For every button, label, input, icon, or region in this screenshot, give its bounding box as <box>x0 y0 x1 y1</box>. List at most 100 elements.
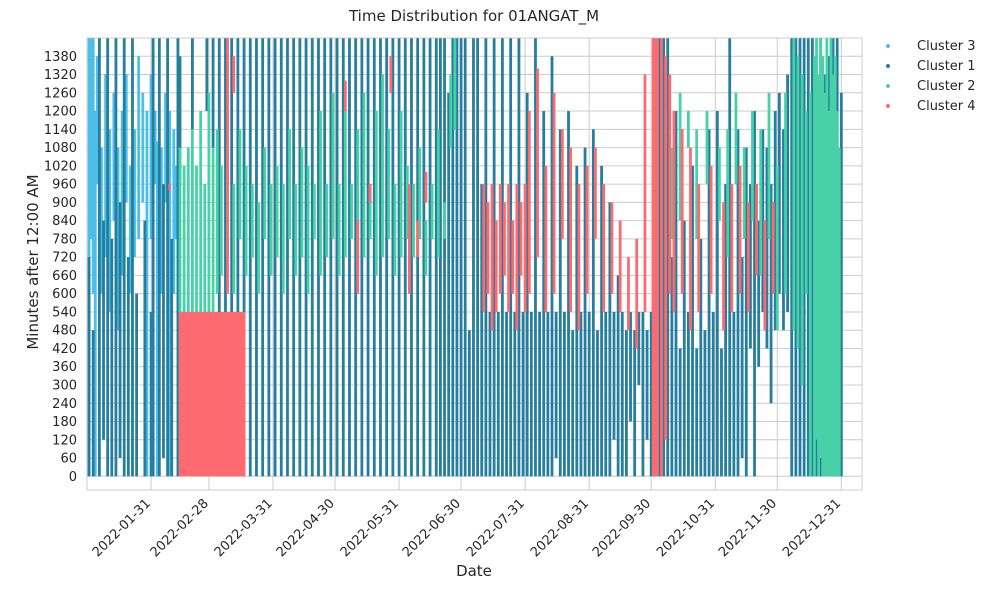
legend-item: Cluster 1 <box>880 56 976 76</box>
data-point-run <box>319 111 322 276</box>
data-point-run <box>678 348 682 477</box>
legend-item: Cluster 3 <box>880 36 976 56</box>
data-point-run <box>699 238 703 477</box>
data-point-run <box>178 311 182 477</box>
data-point-run <box>211 38 215 148</box>
data-point-run <box>703 330 707 477</box>
x-tick-label: 2022-02-28 <box>148 496 212 560</box>
data-point-run <box>112 92 116 221</box>
data-point-run <box>368 184 372 203</box>
y-tick-label: 300 <box>52 378 77 393</box>
data-point-run <box>362 92 366 258</box>
y-tick-label: 600 <box>52 287 77 302</box>
data-point-run <box>172 129 176 294</box>
data-point-run <box>434 38 438 477</box>
data-point-run <box>397 38 401 477</box>
data-point-run <box>453 38 457 130</box>
data-point-run <box>718 147 721 221</box>
legend-label: Cluster 2 <box>917 78 976 94</box>
data-point-run <box>755 184 758 276</box>
data-point-run <box>777 92 781 294</box>
data-point-run <box>219 311 223 477</box>
data-point-run <box>790 38 794 477</box>
x-tick-label: 2022-08-31 <box>528 496 592 560</box>
data-point-run <box>730 184 734 312</box>
data-point-run <box>248 38 252 477</box>
data-point-run <box>191 38 194 130</box>
data-point-run <box>124 74 128 203</box>
data-point-run <box>649 311 653 477</box>
series-cluster-1 <box>87 38 843 477</box>
data-point-run <box>786 74 789 312</box>
data-point-run <box>91 330 95 477</box>
data-point-run <box>232 56 236 93</box>
data-point-run <box>211 147 215 312</box>
data-point-run <box>738 165 742 294</box>
data-point-run <box>575 165 579 477</box>
data-point-run <box>447 92 451 477</box>
data-point-run <box>182 311 186 477</box>
data-point-run <box>98 38 101 477</box>
data-point-run <box>687 311 690 477</box>
data-point-run <box>374 111 378 276</box>
data-point-run <box>232 311 236 477</box>
data-point-run <box>149 311 153 477</box>
data-point-run <box>746 202 750 312</box>
data-point-run <box>740 257 744 459</box>
data-point-run <box>87 257 91 477</box>
data-point-run <box>385 38 389 477</box>
data-point-run <box>817 74 820 477</box>
data-point-run <box>104 74 107 258</box>
data-point-run <box>294 184 298 276</box>
data-point-run <box>368 184 372 239</box>
data-point-run <box>166 38 169 477</box>
data-point-run <box>782 129 785 331</box>
data-point-run <box>482 184 486 312</box>
data-point-run <box>199 111 203 312</box>
data-point-run <box>784 92 787 294</box>
data-point-run <box>761 129 765 312</box>
data-point-run <box>670 257 674 477</box>
data-point-run <box>505 311 508 477</box>
data-point-run <box>195 165 198 312</box>
data-point-run <box>430 184 434 239</box>
data-point-run <box>831 74 835 477</box>
data-point-run <box>571 330 575 477</box>
data-point-run <box>600 165 603 477</box>
x-tick-label: 2022-04-30 <box>274 496 338 560</box>
data-point-run <box>472 38 475 477</box>
data-point-run <box>484 38 488 477</box>
data-point-run <box>794 38 798 477</box>
data-point-run <box>215 311 219 477</box>
data-point-run <box>488 311 492 477</box>
data-point-run <box>372 38 376 477</box>
data-point-run <box>300 147 304 258</box>
y-tick-label: 1200 <box>44 105 77 120</box>
data-point-run <box>337 184 341 276</box>
data-point-run <box>660 38 663 477</box>
data-point-run <box>536 68 539 258</box>
legend-item: Cluster 4 <box>880 96 976 116</box>
data-point-run <box>534 38 537 477</box>
data-point-run <box>145 111 149 477</box>
data-point-run <box>387 129 391 239</box>
y-tick-label: 120 <box>52 433 77 448</box>
data-point-run <box>205 38 209 112</box>
data-point-run <box>222 311 225 477</box>
data-point-run <box>408 184 411 294</box>
data-point-run <box>137 56 141 239</box>
data-point-run <box>674 111 678 477</box>
data-point-run <box>827 111 831 477</box>
data-point-run <box>775 165 779 331</box>
data-point-run <box>184 311 188 477</box>
data-point-run <box>242 38 246 477</box>
data-point-run <box>131 38 134 477</box>
data-point-run <box>501 38 504 477</box>
data-point-run <box>174 165 178 239</box>
data-point-run <box>226 311 229 477</box>
data-point-run <box>335 38 339 477</box>
data-point-run <box>234 311 238 477</box>
y-tick-label: 240 <box>52 397 77 412</box>
data-point-run <box>476 38 479 477</box>
data-point-run <box>129 165 132 294</box>
